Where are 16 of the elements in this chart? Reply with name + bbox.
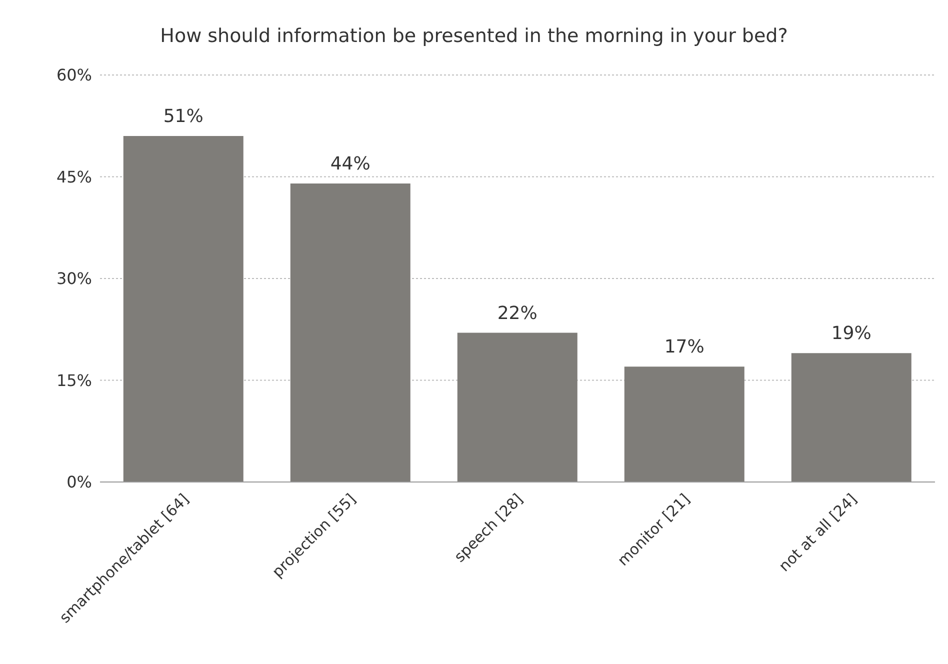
bar [791,353,912,482]
y-tick-label: 60% [56,66,92,85]
y-tick-label: 0% [66,472,92,492]
data-label: 44% [330,154,370,175]
data-label: 19% [831,323,872,344]
bar [457,332,578,482]
data-label: 22% [497,302,538,324]
y-tick-label: 15% [56,370,92,390]
data-label: 17% [664,336,704,358]
chart-title: How should information be presented in the morning in your bed? [159,24,789,49]
bar [123,136,244,482]
y-tick-label: 45% [56,167,92,186]
y-tick-label: 30% [56,269,92,288]
data-label: 51% [163,106,204,128]
bar [624,366,744,482]
bar [290,184,410,482]
